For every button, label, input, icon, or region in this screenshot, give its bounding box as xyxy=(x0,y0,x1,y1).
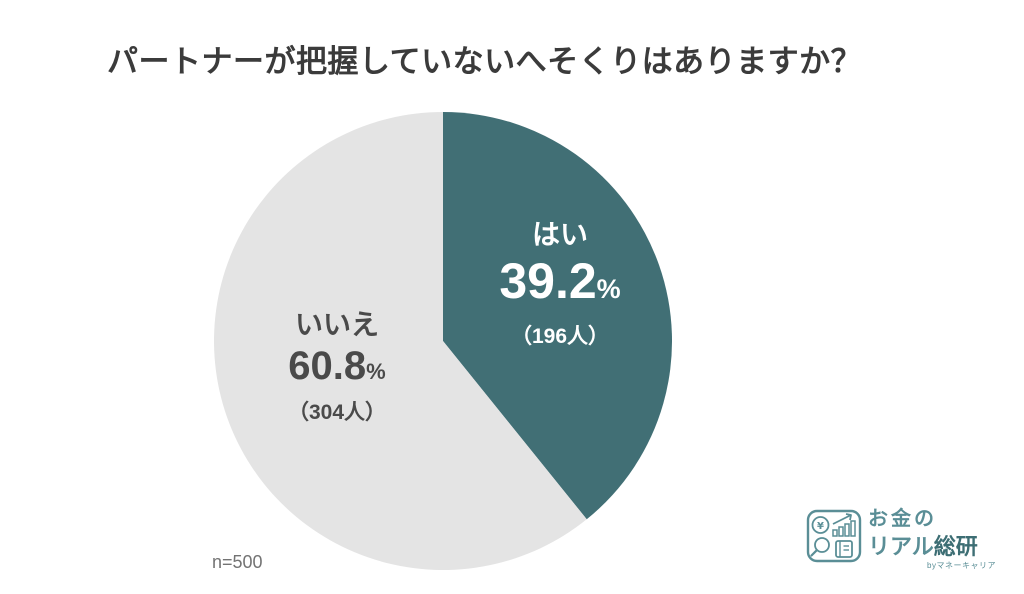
brand-logo-text: お金の リアル総研 byマネーキャリア xyxy=(868,506,996,571)
svg-text:¥: ¥ xyxy=(817,521,824,532)
slice-no-percent: 60.8% xyxy=(288,344,386,388)
sample-size-note: n=500 xyxy=(212,552,263,572)
slice-label-no: いいえ 60.8% （304人） xyxy=(247,306,427,429)
pie-chart xyxy=(214,112,672,570)
slice-no-category: いいえ xyxy=(294,309,379,340)
pie-slice-no xyxy=(214,112,587,570)
chart-title: パートナーが把握していないへそくりはありますか？ xyxy=(107,44,863,79)
logo-line1: お金の xyxy=(868,508,937,530)
slice-yes-category: はい xyxy=(531,219,588,250)
slice-label-yes: はい 39.2% （196人） xyxy=(470,216,650,353)
pie-svg xyxy=(214,112,672,570)
slice-yes-count: （196人） xyxy=(510,325,610,348)
logo-byline: byマネーキャリア xyxy=(927,561,996,570)
logo-line2: リアル総研 xyxy=(868,534,978,559)
money-research-icon: ¥ xyxy=(806,509,862,563)
slice-no-count: （304人） xyxy=(287,401,387,424)
pie-slice-yes xyxy=(443,112,672,520)
slice-yes-percent: 39.2% xyxy=(499,253,621,309)
